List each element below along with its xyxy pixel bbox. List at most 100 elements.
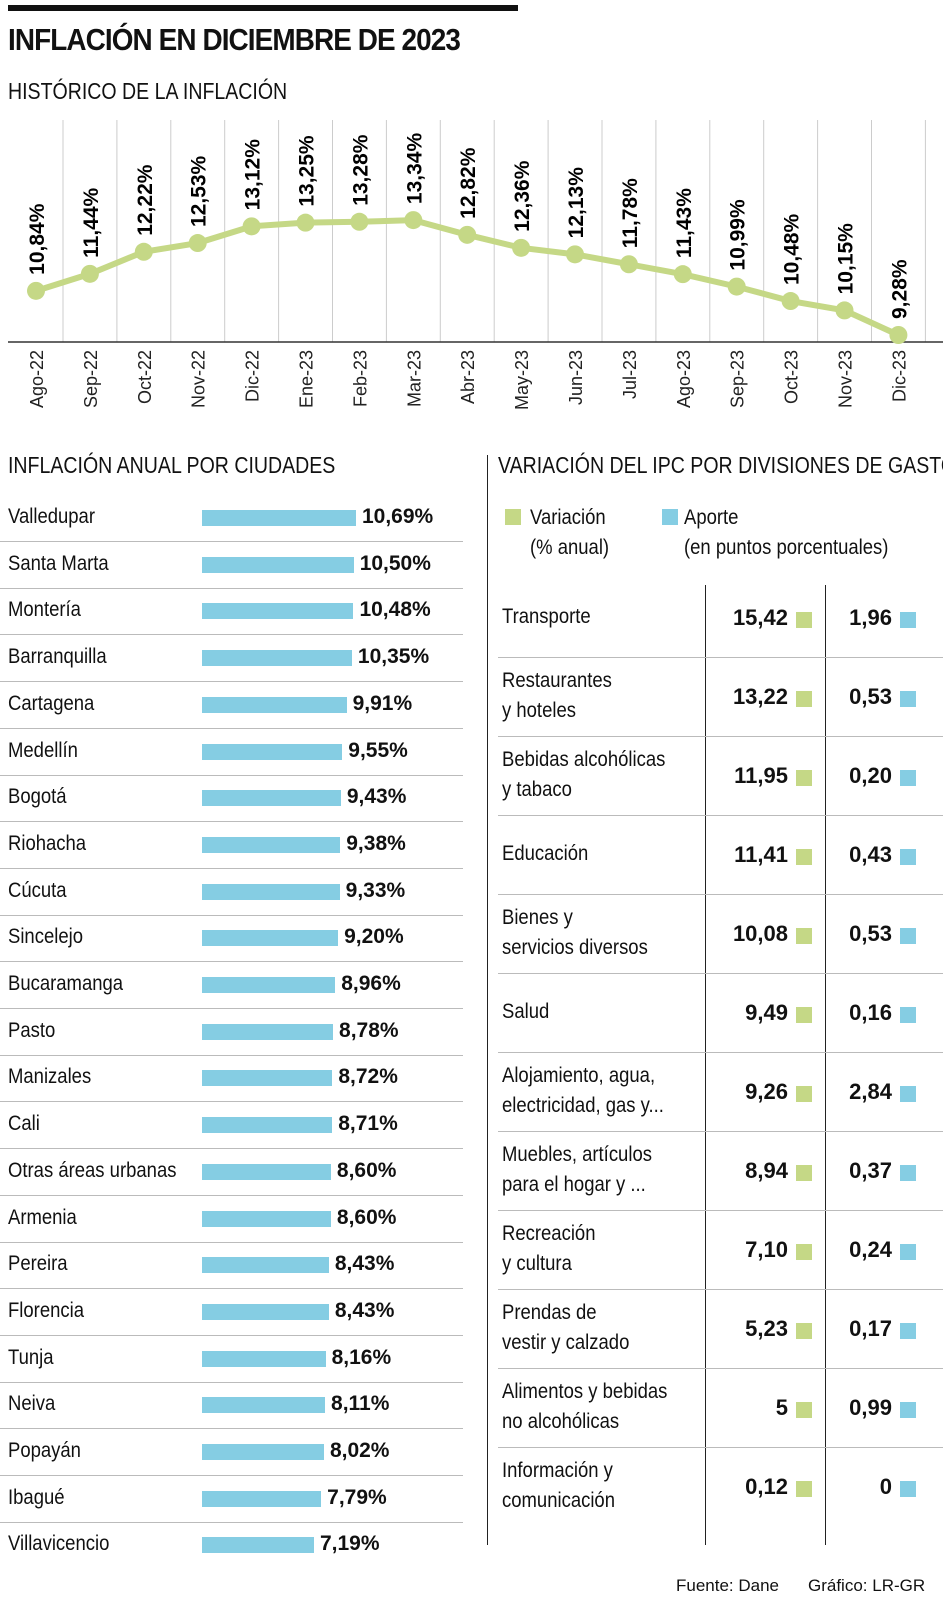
x-tick-label: Ago-22 <box>27 350 47 408</box>
row-separator <box>0 1054 463 1056</box>
city-value: 9,43% <box>346 785 407 809</box>
data-point <box>619 255 638 274</box>
city-bar <box>202 1537 314 1554</box>
aporte-value: 2,84 <box>849 1079 892 1104</box>
data-label: 12,82% <box>457 147 480 219</box>
city-name: Bucaramanga <box>8 972 124 995</box>
blue-square <box>900 770 916 786</box>
city-value: 10,35% <box>357 645 430 669</box>
division-name-line2: no alcohólicas <box>502 1410 620 1433</box>
row-separator <box>0 1288 463 1290</box>
legend-aporte: Aporte <box>684 506 739 529</box>
division-name: Transporte <box>502 605 591 628</box>
data-label: 11,43% <box>673 188 696 258</box>
city-name: Pasto <box>8 1018 56 1042</box>
city-name: Bogotá <box>8 785 67 809</box>
data-point <box>350 212 369 231</box>
city-bar <box>202 790 341 807</box>
city-name: Santa Marta <box>8 551 109 575</box>
city-value: 9,38% <box>346 831 406 855</box>
green-square <box>796 1086 812 1102</box>
city-value: 8,02% <box>329 1439 390 1462</box>
data-point <box>566 245 584 264</box>
line-chart: 10,84% Ago-22 11,44% Sep-22 12,22% Oct-22 12,5… <box>8 120 943 410</box>
data-point <box>512 238 531 257</box>
city-value: 7,79% <box>327 1485 387 1509</box>
row-separator <box>0 1381 463 1383</box>
data-label: 10,15% <box>835 223 858 295</box>
green-square <box>796 1244 812 1260</box>
aporte-value: 0,99 <box>849 1395 892 1420</box>
city-value: 9,33% <box>345 878 406 902</box>
row-separator <box>0 821 463 823</box>
city-name: Sincelejo <box>8 925 84 949</box>
city-value: 9,55% <box>348 738 408 762</box>
data-point <box>27 281 45 300</box>
city-value: 10,69% <box>361 505 434 528</box>
data-point <box>80 264 99 283</box>
city-bar <box>202 977 336 993</box>
city-value: 9,91% <box>352 691 413 715</box>
data-point <box>835 301 854 320</box>
city-bar <box>202 1210 331 1227</box>
x-tick-label: Ene-23 <box>297 350 317 408</box>
division-name: Alojamiento, agua, <box>502 1064 656 1087</box>
city-bar <box>202 1023 334 1040</box>
variacion-value: 10,08 <box>732 921 788 946</box>
top-rule <box>8 5 518 11</box>
x-tick-label: Feb-23 <box>350 350 370 407</box>
city-bar <box>202 1490 322 1507</box>
source: Fuente: Dane <box>676 1576 780 1595</box>
data-point <box>134 242 153 261</box>
row-separator <box>0 587 463 589</box>
data-point <box>727 277 746 296</box>
green-square <box>796 1402 812 1418</box>
green-square <box>796 1481 812 1497</box>
data-point <box>458 225 477 244</box>
division-name-line2: y tabaco <box>502 778 572 801</box>
city-value: 8,60% <box>336 1205 397 1229</box>
x-tick-label: Ago-23 <box>674 350 694 408</box>
city-bar <box>202 883 340 900</box>
green-square <box>796 1165 812 1181</box>
x-tick-label: Dic-22 <box>243 350 263 402</box>
data-point <box>673 265 692 284</box>
division-name-line2: servicios diversos <box>502 936 648 959</box>
blue-square <box>900 1244 916 1260</box>
variacion-value: 8,94 <box>745 1158 788 1183</box>
division-name: Bebidas alcohólicas <box>502 748 666 771</box>
division-name: Información y <box>502 1459 613 1482</box>
row-separator <box>498 736 943 737</box>
city-bar <box>202 650 352 667</box>
blue-square <box>900 1402 916 1418</box>
city-value: 8,43% <box>334 1298 395 1322</box>
blue-square <box>900 1481 916 1497</box>
data-point <box>404 211 423 230</box>
city-bar <box>202 556 354 573</box>
blue-square <box>900 1165 916 1181</box>
blue-square <box>900 928 916 944</box>
row-separator <box>0 1148 463 1150</box>
city-value: 10,48% <box>359 598 431 622</box>
city-value: 10,50% <box>359 551 431 575</box>
row-separator <box>498 973 943 974</box>
data-label: 10,84% <box>26 203 49 275</box>
blue-square <box>900 691 916 707</box>
data-point <box>296 213 315 232</box>
variacion-value: 7,10 <box>745 1237 788 1262</box>
row-separator <box>498 894 943 895</box>
division-name: Prendas de <box>502 1301 597 1324</box>
division-name-line2: electricidad, gas y... <box>502 1094 664 1117</box>
blue-square <box>900 612 916 628</box>
aporte-value: 0,16 <box>849 1000 892 1025</box>
row-separator <box>0 1334 463 1336</box>
city-name: Cúcuta <box>8 878 67 902</box>
division-name: Restaurantes <box>502 669 612 692</box>
city-name: Cartagena <box>8 691 95 715</box>
city-value: 8,43% <box>334 1252 395 1276</box>
row-separator <box>498 657 943 658</box>
division-name: Muebles, artículos <box>502 1143 652 1166</box>
column-line <box>825 585 826 1545</box>
data-label: 13,12% <box>242 139 265 211</box>
row-separator <box>498 1289 943 1290</box>
